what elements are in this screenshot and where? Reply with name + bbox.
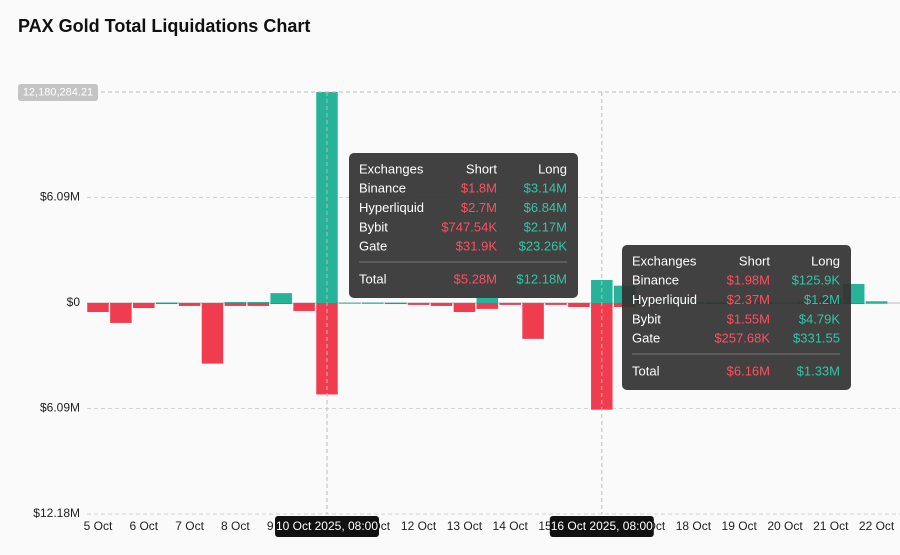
tooltip-total-short: $5.28M <box>454 271 497 286</box>
tooltip-header: Exchanges <box>632 253 697 268</box>
y-tick-label: $6.09M <box>40 401 80 415</box>
tooltip-long: $2.17M <box>524 219 567 234</box>
bar <box>155 302 178 304</box>
tooltip-exchange: Binance <box>359 181 406 196</box>
tooltip-short: $2.37M <box>727 292 770 307</box>
crosshair-label: 12,180,284.21 <box>23 86 93 98</box>
tooltip-long: $6.84M <box>524 200 567 215</box>
bar <box>453 303 476 313</box>
tooltip-total-short: $6.16M <box>727 363 770 378</box>
bar <box>545 303 567 305</box>
x-tick-label: 5 Oct <box>84 519 113 533</box>
tooltip-header: Exchanges <box>359 161 424 176</box>
tooltip-total-label: Total <box>632 363 660 378</box>
bar <box>476 303 499 309</box>
tooltip-short: $747.54K <box>441 219 497 234</box>
tooltip-short: $257.68K <box>714 331 770 346</box>
date-label: 16 Oct 2025, 08:00 <box>551 519 653 533</box>
bar <box>316 303 338 395</box>
tooltip-total-label: Total <box>359 271 387 286</box>
x-tick-label: 22 Oct <box>859 519 895 533</box>
y-tick-label: $12.18M <box>33 506 80 520</box>
tooltip-header: Short <box>466 161 497 176</box>
bar <box>87 303 109 313</box>
bar <box>430 303 453 306</box>
bar <box>407 303 430 305</box>
bar <box>224 303 247 306</box>
tooltip-total-long: $12.18M <box>516 271 567 286</box>
bar <box>384 302 407 304</box>
x-tick-label: 6 Oct <box>129 519 158 533</box>
bar <box>384 303 407 305</box>
tooltip-exchange: Bybit <box>632 311 661 326</box>
tooltip-exchange: Hyperliquid <box>359 200 424 215</box>
tooltip-short: $1.55M <box>727 311 770 326</box>
tooltip-short: $1.8M <box>461 181 497 196</box>
bar <box>110 303 132 323</box>
tooltip-header: Short <box>739 253 770 268</box>
x-tick-label: 18 Oct <box>676 519 712 533</box>
tooltip-header: Long <box>538 161 567 176</box>
date-label-box <box>549 516 654 537</box>
bar <box>224 301 247 303</box>
bar <box>362 302 384 304</box>
tooltip-short: $1.98M <box>727 273 770 288</box>
bar <box>247 303 270 306</box>
tooltip-long: $3.14M <box>524 181 567 196</box>
bar <box>499 303 521 305</box>
y-tick-label: $0 <box>67 295 81 309</box>
tooltip: Exchanges Short Long Binance $1.8M $3.14M Hype… <box>349 153 578 298</box>
bar <box>522 303 544 339</box>
x-tick-label: 7 Oct <box>175 519 204 533</box>
date-label: 10 Oct 2025, 08:00 <box>276 519 378 533</box>
tooltip-short: $2.7M <box>461 200 497 215</box>
bar <box>201 303 224 364</box>
bar <box>362 303 384 304</box>
tooltip-exchange: Bybit <box>359 219 388 234</box>
chart-title: PAX Gold Total Liquidations Chart <box>18 16 310 36</box>
tooltip-exchange: Gate <box>359 239 387 254</box>
tooltip-long: $1.2M <box>804 292 840 307</box>
bar <box>270 303 292 305</box>
bar <box>270 293 292 303</box>
tooltip-header: Long <box>811 253 840 268</box>
bar <box>842 303 865 305</box>
tooltip-long: $23.26K <box>519 239 568 254</box>
bar <box>133 303 155 309</box>
bar <box>568 303 590 307</box>
x-tick-label: 14 Oct <box>493 519 529 533</box>
tooltip-exchange: Gate <box>632 331 660 346</box>
y-tick-label: $6.09M <box>40 190 80 204</box>
bar <box>865 301 888 303</box>
tooltip-long: $125.9K <box>792 273 841 288</box>
crosshair-label-box <box>18 84 98 101</box>
x-tick-label: 13 Oct <box>447 519 483 533</box>
x-tick-label: 21 Oct <box>813 519 849 533</box>
tooltip-long: $4.79K <box>799 311 841 326</box>
tooltip-exchange: Hyperliquid <box>632 292 697 307</box>
tooltip: Exchanges Short Long Binance $1.98M $125.9K Hy… <box>622 245 851 390</box>
tooltip-exchange: Binance <box>632 273 679 288</box>
x-tick-label: 19 Oct <box>722 519 758 533</box>
tooltip-short: $31.9K <box>456 239 498 254</box>
tooltip-total-long: $1.33M <box>797 363 840 378</box>
bar <box>155 303 178 305</box>
bar <box>293 303 315 311</box>
x-tick-label: 8 Oct <box>221 519 250 533</box>
tooltip-long: $331.55 <box>793 331 840 346</box>
x-tick-label: 20 Oct <box>767 519 803 533</box>
x-tick-label: 12 Oct <box>401 519 437 533</box>
bar <box>247 301 270 303</box>
bar <box>178 303 201 306</box>
bar <box>339 303 361 304</box>
bar <box>476 297 499 303</box>
bar <box>591 303 613 410</box>
bar <box>339 302 361 304</box>
date-label-box <box>275 516 379 537</box>
bar <box>865 303 888 304</box>
